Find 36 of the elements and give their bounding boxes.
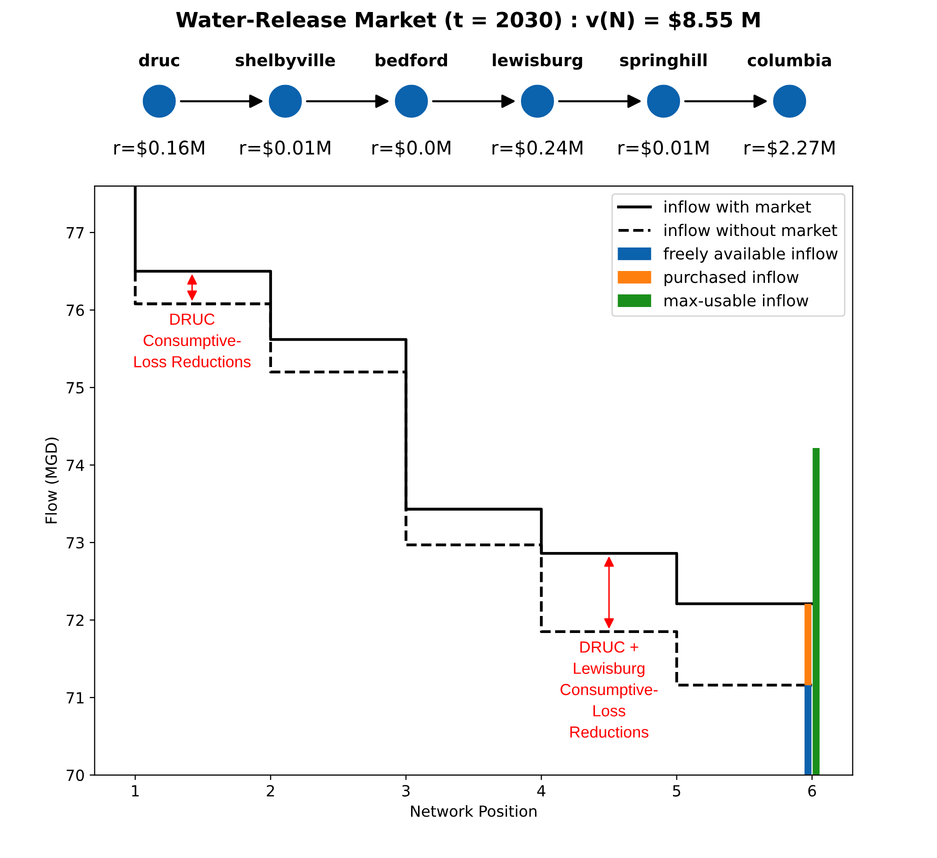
text: r=$0.0M <box>372 140 450 158</box>
category-label: lewisburg <box>492 53 582 70</box>
category-label: shelbyville <box>236 53 335 70</box>
text: r=$0.01M <box>618 140 708 158</box>
x-tick-label: 2 <box>266 785 274 796</box>
legend-label: purchased inflow <box>664 270 799 286</box>
legend-label: inflow without market <box>664 224 838 236</box>
x-tick-label: 5 <box>673 785 680 797</box>
annotation: DRUC Consumptive- Loss Reductions <box>134 314 251 368</box>
x-tick-label: 6 <box>808 785 816 797</box>
y-tick-label: 71 <box>66 692 84 704</box>
annotation: DRUC + Lewisburg Consumptive- Loss Reductions <box>560 641 658 738</box>
text: r=$0.16M <box>114 140 204 158</box>
y-tick-label: 74 <box>66 460 84 471</box>
x-tick-label: 1 <box>132 785 139 796</box>
y-tick-label: 72 <box>66 614 84 626</box>
category-label: columbia <box>748 54 831 66</box>
text: Water-Release Market (t = 2030) : v(N) = $8.55 M <box>176 11 760 30</box>
y-tick-label: 75 <box>66 382 84 394</box>
text: r=$0.01M <box>240 140 330 158</box>
legend-label: inflow with market <box>664 200 811 213</box>
y-tick-label: 77 <box>66 227 84 238</box>
legend-label: max-usable inflow <box>664 294 808 307</box>
y-tick-label: 76 <box>66 304 84 316</box>
y-tick-label: 73 <box>66 536 84 549</box>
category-label: bedford <box>376 54 448 66</box>
category-label: druc <box>139 54 180 66</box>
x-tick-label: 4 <box>537 785 546 796</box>
category-label: springhill <box>620 53 706 70</box>
x-tick-label: 3 <box>402 785 410 797</box>
y-tick-label: 70 <box>66 769 84 782</box>
text: r=$2.27M <box>744 140 834 158</box>
y-axis-title: Flow (MGD) <box>45 438 59 524</box>
legend-label: freely available inflow <box>664 247 838 263</box>
text: r=$0.24M <box>492 140 582 158</box>
x-axis-title: Network Position <box>411 805 536 817</box>
